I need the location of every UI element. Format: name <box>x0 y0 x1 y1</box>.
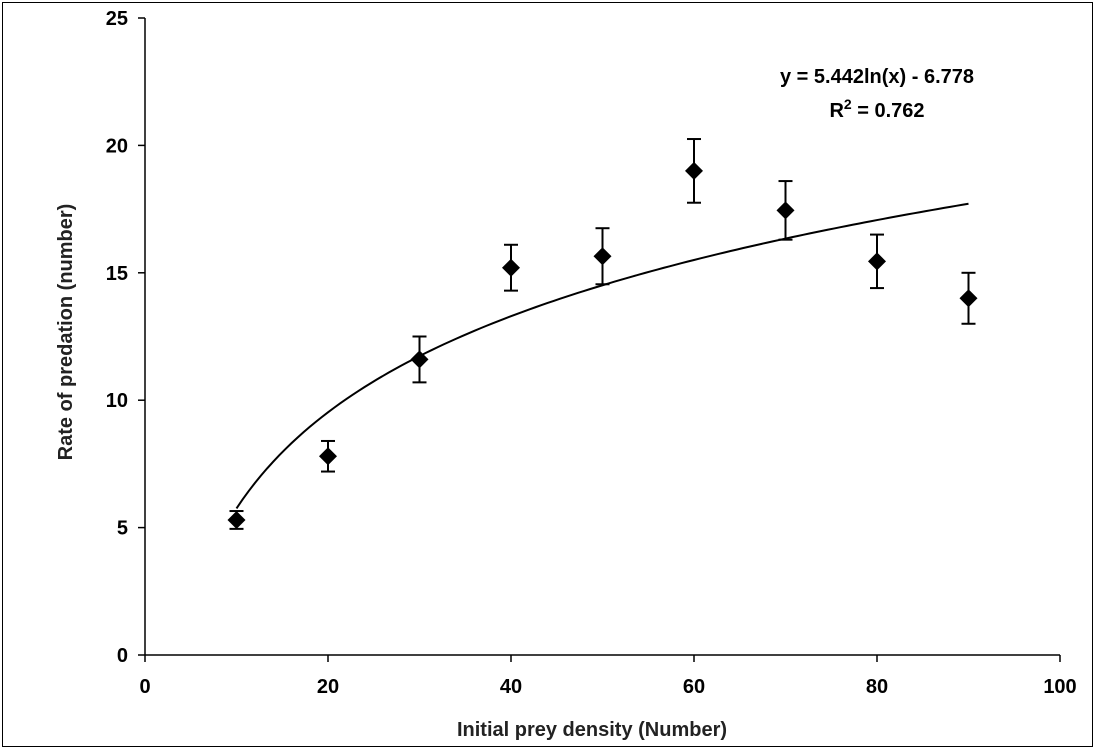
y-tick-label: 25 <box>106 8 128 30</box>
trendline-equation: y = 5.442ln(x) - 6.778 <box>780 66 974 88</box>
data-point-diamond <box>593 247 612 266</box>
x-tick-label: 0 <box>139 676 150 698</box>
data-point-diamond <box>959 289 978 308</box>
data-point-diamond <box>319 447 337 466</box>
y-axis-title: Rate of predation (number) <box>55 204 77 461</box>
data-point-diamond <box>868 252 886 271</box>
y-tick-label: 0 <box>117 645 128 667</box>
error-bars <box>229 138 976 530</box>
data-point-diamond <box>776 201 795 220</box>
y-axis-ticks: 0 5 10 15 20 25 <box>106 8 145 667</box>
data-point-diamond <box>410 350 429 369</box>
r-squared-label: R2 = 0.762 <box>829 96 924 122</box>
x-tick-label: 100 <box>1043 676 1076 698</box>
x-axis-ticks: 0 20 40 60 80 100 <box>139 655 1077 698</box>
y-tick-label: 15 <box>106 263 128 285</box>
x-tick-label: 40 <box>500 676 522 698</box>
x-tick-label: 80 <box>866 676 888 698</box>
data-point-diamond <box>685 161 703 180</box>
x-tick-label: 20 <box>317 676 339 698</box>
data-point-diamond <box>502 258 520 277</box>
y-tick-label: 10 <box>106 390 128 412</box>
data-points <box>227 161 978 529</box>
axes <box>144 18 1060 656</box>
x-tick-label: 60 <box>683 676 705 698</box>
y-tick-label: 20 <box>106 135 128 157</box>
x-axis-title: Initial prey density (Number) <box>457 719 727 741</box>
y-tick-label: 5 <box>117 518 128 540</box>
data-point-diamond <box>227 510 246 529</box>
